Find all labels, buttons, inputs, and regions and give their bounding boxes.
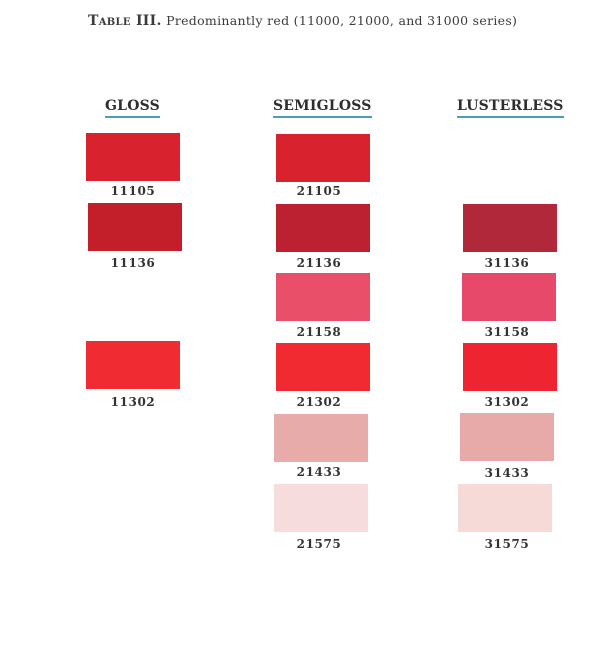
color-chip-31433 xyxy=(460,413,554,461)
chip-code-31158: 31158 xyxy=(484,325,530,339)
chip-code-21105: 21105 xyxy=(296,184,342,198)
page-title: Table III. Predominantly red (11000, 210… xyxy=(88,13,517,29)
chip-code-31433: 31433 xyxy=(484,466,530,480)
chip-code-21433: 21433 xyxy=(296,465,342,479)
color-chip-11105 xyxy=(86,133,180,181)
chip-code-31302: 31302 xyxy=(484,395,530,409)
color-chip-11302 xyxy=(86,341,180,389)
table-label: Table III. xyxy=(88,13,162,29)
color-chip-21433 xyxy=(274,414,368,462)
table-caption: Predominantly red (11000, 21000, and 310… xyxy=(166,13,518,28)
chip-code-11302: 11302 xyxy=(110,395,156,409)
column-heading-gloss: GLOSS xyxy=(105,98,160,118)
color-chip-21105 xyxy=(276,134,370,182)
color-chip-21302 xyxy=(276,343,370,391)
color-chip-21158 xyxy=(276,273,370,321)
column-heading-semigloss: SEMIGLOSS xyxy=(273,98,372,118)
column-heading-lusterless: LUSTERLESS xyxy=(457,98,564,118)
color-chip-31158 xyxy=(462,273,556,321)
chip-code-21136: 21136 xyxy=(296,256,342,270)
color-chip-21136 xyxy=(276,204,370,252)
chip-code-21158: 21158 xyxy=(296,325,342,339)
chip-code-21302: 21302 xyxy=(296,395,342,409)
color-chip-31575 xyxy=(458,484,552,532)
chip-code-11105: 11105 xyxy=(110,184,156,198)
chip-code-31575: 31575 xyxy=(484,537,530,551)
color-chip-31302 xyxy=(463,343,557,391)
chip-code-31136: 31136 xyxy=(484,256,530,270)
color-chip-11136 xyxy=(88,203,182,251)
chip-code-21575: 21575 xyxy=(296,537,342,551)
chip-code-11136: 11136 xyxy=(110,256,156,270)
color-chip-31136 xyxy=(463,204,557,252)
color-chip-21575 xyxy=(274,484,368,532)
